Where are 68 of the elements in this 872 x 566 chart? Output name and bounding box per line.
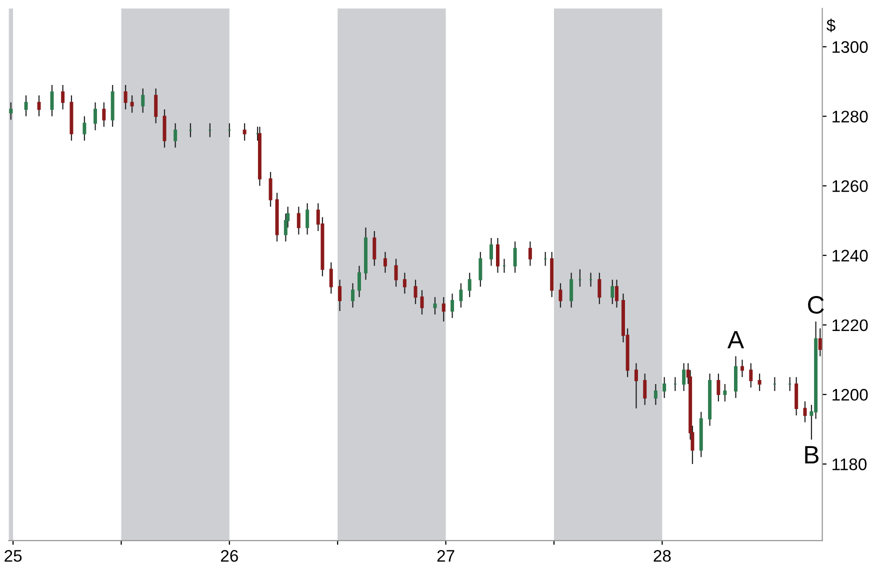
candlestick [450,293,454,319]
candlestick [598,272,602,305]
y-tick-label: 1300 [832,41,868,53]
candlestick [716,373,720,402]
x-tick-label: 28 [654,550,671,562]
candlestick [723,383,727,402]
candlestick [394,258,398,288]
candlestick [496,237,500,274]
candlestick [102,102,106,128]
candlestick [402,272,406,294]
annotation: B [805,446,818,464]
candlestick [124,84,128,110]
candlestick [513,240,517,274]
candlestick [682,362,686,392]
y-axis-title: $ [826,18,836,32]
candlestick [24,94,28,117]
candlestick [9,102,13,120]
candlestick [82,116,86,142]
candlestick [749,362,753,388]
y-tick-label: 1200 [832,388,868,401]
candlestick [478,251,482,288]
x-tick-label: 27 [437,550,454,562]
annotation: A [727,331,744,348]
candlestick [50,84,54,117]
candlestick [758,373,762,392]
candlestick [433,296,437,316]
candlestick [468,272,472,298]
candlestick [558,282,562,308]
candlestick [662,376,666,399]
candlestick [372,230,376,266]
y-tick-label: 1240 [832,250,868,262]
x-tick-label: 25 [4,550,22,562]
candlestick [358,265,361,298]
y-tick-label: 1280 [832,110,868,122]
candlestick [306,202,310,236]
candlestick [442,296,446,322]
candlestick [614,279,618,308]
candlestick [296,206,300,236]
candlestick [803,400,807,423]
candlestick [489,237,493,266]
candlestick [338,279,342,312]
x-tick-label: 26 [220,550,238,562]
candlestick [37,94,41,117]
candlestick [174,122,178,148]
candlestick [130,94,134,114]
candlestick [268,171,272,208]
candlestick [654,383,658,406]
candlestick [634,362,638,409]
candlestick [383,251,387,274]
y-tick-label: 1260 [832,180,868,192]
candlestick [740,359,744,378]
candlestick [154,88,158,124]
candlestick [459,282,463,308]
candlestick [818,328,822,357]
candlestick [329,262,333,294]
candlestick [141,88,145,114]
candlestick [351,282,355,308]
candlestick [610,279,614,305]
candlestick [61,84,65,110]
candlestick [528,240,532,266]
candlestick [94,102,98,131]
candlestick [414,279,418,305]
y-tick-label: 1180 [832,458,867,470]
y-tick-label: 1220 [832,319,868,332]
candlestick [570,272,574,308]
candlestick [643,373,647,406]
candlestick [242,122,246,142]
annotation: C [808,296,824,314]
